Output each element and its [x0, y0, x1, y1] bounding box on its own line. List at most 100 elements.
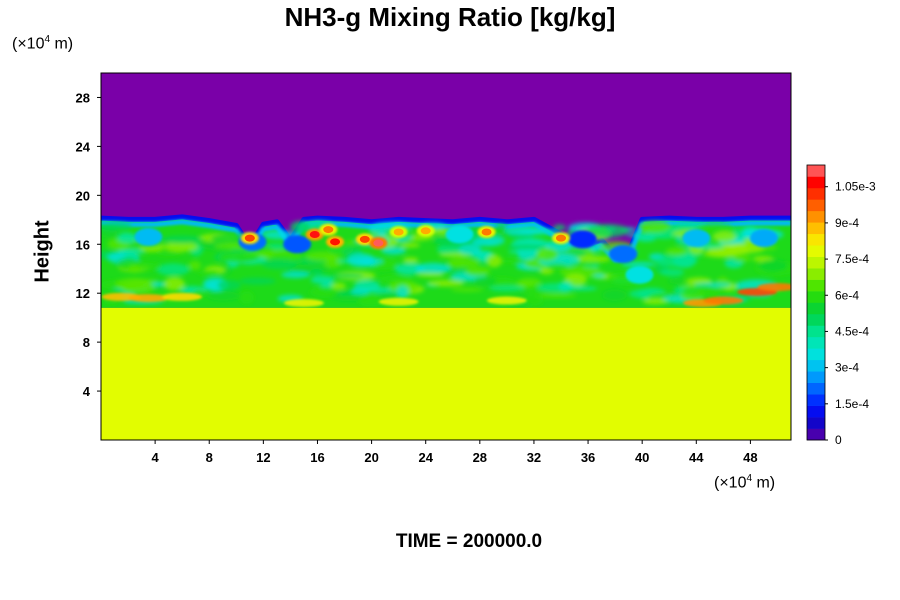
turbulence-blob: [621, 261, 656, 268]
x-tick-label: 24: [418, 450, 433, 465]
x-tick-label: 44: [689, 450, 704, 465]
turbulence-blob: [704, 250, 739, 258]
turbulence-blob: [489, 285, 525, 292]
hotspot-core: [481, 228, 492, 236]
intrusion-patch: [445, 225, 474, 244]
intrusion-patch: [134, 227, 163, 246]
colorbar-segment: [807, 394, 825, 406]
turbulence-blob: [347, 253, 375, 267]
turbulence-blob: [494, 259, 525, 264]
turbulence-blob: [396, 285, 409, 299]
y-tick-label: 16: [76, 237, 90, 252]
turbulence-blob: [427, 279, 465, 287]
turbulence-blob: [545, 263, 569, 271]
turbulence-blob: [654, 254, 698, 267]
turbulence-blob: [399, 242, 421, 248]
turbulence-blob: [602, 289, 628, 301]
colorbar-segment: [807, 199, 825, 212]
turbulence-blob: [494, 223, 508, 236]
colorbar-tick-label: 3e-4: [835, 361, 859, 375]
colorbar-segment: [807, 245, 825, 257]
turbulence-blob: [239, 291, 254, 305]
x-tick-label: 28: [473, 450, 487, 465]
colorbar-frame: [806, 164, 826, 441]
x-tick-label: 12: [256, 450, 270, 465]
turbulence-blob: [415, 262, 452, 274]
turbulence-blob: [310, 275, 335, 284]
turbulence-blob: [586, 224, 630, 238]
hotspot-core: [309, 230, 320, 238]
hotspots: [240, 223, 570, 250]
turbulence-blob: [206, 291, 240, 301]
y-ticks: 4 8 12 16 20 24 28: [76, 90, 101, 399]
turbulence-blob: [261, 258, 298, 270]
plot-frame: [100, 72, 792, 441]
turbulence-blob: [117, 248, 145, 254]
turbulence-blob: [101, 222, 132, 231]
turbulence-blob: [553, 224, 566, 231]
colorbar-segment: [807, 210, 825, 223]
y-tick-label: 4: [83, 384, 91, 399]
colorbar-segment: [807, 176, 825, 189]
transition-band: [101, 283, 791, 307]
x-tick-label: 48: [743, 450, 757, 465]
turbulence-blob: [262, 230, 296, 240]
turbulence-blob: [558, 281, 572, 292]
colorbar-segment: [807, 417, 825, 429]
colorbar-tick-label: 0: [835, 433, 842, 447]
hotspot-core: [373, 239, 384, 247]
y-tick-label: 12: [76, 286, 90, 301]
hotspot-core: [556, 234, 566, 242]
colorbar-segment: [807, 348, 825, 361]
turbulence-blob: [534, 293, 577, 298]
turbulence-blob: [310, 269, 323, 276]
turbulence-blob: [403, 257, 419, 263]
turbulence-blob: [437, 243, 462, 256]
turbulence-blob: [416, 272, 445, 278]
intrusion-patch: [682, 229, 711, 248]
turbulence-blob: [188, 260, 202, 271]
turbulence-blob: [290, 220, 311, 234]
turbulence-blob: [446, 258, 480, 268]
colorbar: 0 1.5e-4 3e-4 4.5e-4 6e-4 7.5e-4 9e-4 1.05e-3: [806, 164, 876, 447]
hotspot-core: [330, 238, 341, 246]
turbulence-blob: [331, 272, 364, 279]
colorbar-segment: [807, 336, 825, 349]
streak: [378, 297, 419, 306]
y-tick-label: 24: [76, 139, 91, 154]
turbulence-blob: [524, 292, 544, 306]
turbulence-blob: [305, 251, 338, 262]
hotspot-core: [323, 226, 334, 234]
hotspot-core: [359, 235, 370, 243]
streak: [283, 298, 324, 307]
turbulence-blob: [377, 275, 413, 282]
colorbar-segment: [807, 302, 825, 315]
turbulence-blob: [450, 287, 484, 292]
turbulence-blob: [713, 231, 737, 243]
y-axis-unit: (×104 m): [12, 34, 74, 53]
turbulence-blob: [309, 286, 338, 299]
turbulence-blob: [472, 276, 497, 287]
turbulence-blob: [517, 277, 541, 288]
colorbar-segment: [807, 233, 825, 246]
streak: [486, 296, 527, 305]
colorbar-segment: [807, 222, 825, 235]
turbulence-blob: [758, 259, 788, 272]
colorbar-segment: [807, 371, 825, 384]
turbulence-blob: [660, 268, 685, 277]
intrusion-patch: [625, 265, 654, 284]
turbulence-blob: [358, 294, 384, 307]
streak: [128, 294, 169, 303]
x-tick-label: 16: [310, 450, 324, 465]
x-tick-label: 4: [152, 450, 160, 465]
turbulence-blob: [115, 277, 152, 291]
colorbar-segment: [807, 279, 825, 292]
colorbar-segment: [807, 291, 825, 303]
turbulence-blob: [682, 285, 722, 297]
lower-layer: [101, 307, 791, 440]
turbulence-blob: [665, 247, 688, 256]
colorbar-tick-label: 4.5e-4: [835, 324, 869, 338]
intrusion-patch: [749, 229, 778, 248]
x-tick-label: 36: [581, 450, 595, 465]
turbulence-blob: [726, 242, 765, 254]
